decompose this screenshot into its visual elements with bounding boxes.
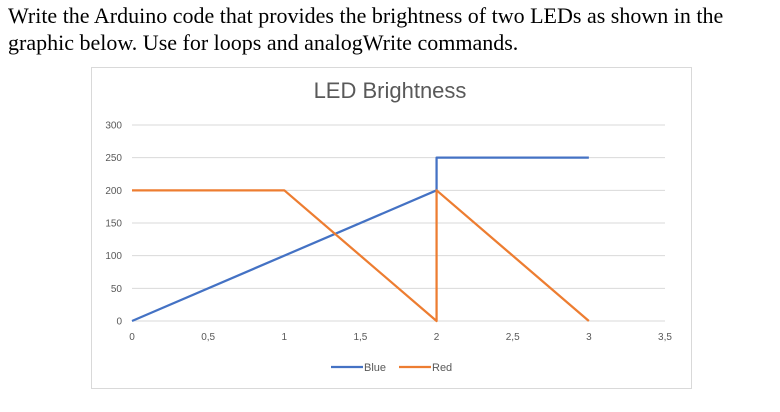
axis-tick-labels: 0 50 100 150 200 250 300 0 0,5 1 1,5 2 2,5 3 3,5: [105, 121, 672, 344]
chart-frame: [91, 67, 692, 389]
question-text: Write the Arduino code that provides the…: [8, 2, 778, 56]
y-tick-label: 150: [105, 219, 122, 230]
x-tick-label: 2: [434, 332, 440, 343]
y-tick-label: 200: [105, 186, 122, 197]
chart-legend: Blue Red: [331, 362, 452, 374]
legend-label-red: Red: [432, 362, 452, 374]
legend-label-blue: Blue: [364, 362, 386, 374]
question-line-1: Write the Arduino code that provides the…: [8, 3, 724, 28]
chart-grid: [132, 124, 665, 322]
x-tick-label: 0,5: [201, 332, 215, 343]
series-line-blue: [131, 156, 589, 323]
y-tick-label: 50: [111, 284, 123, 295]
y-tick-label: 0: [116, 317, 122, 328]
x-tick-label: 3: [586, 332, 592, 343]
chart-series: [131, 156, 590, 323]
x-tick-label: 1: [282, 332, 288, 343]
x-tick-label: 2,5: [506, 332, 520, 343]
series-line-red: [132, 189, 590, 323]
question-line-2: graphic below. Use for loops and analogW…: [8, 30, 519, 55]
y-tick-label: 100: [105, 251, 122, 262]
y-tick-label: 300: [105, 121, 122, 132]
x-tick-label: 3,5: [658, 332, 672, 343]
chart-title: LED Brightness: [313, 78, 467, 103]
x-tick-label: 0: [129, 332, 135, 343]
y-tick-label: 250: [105, 153, 122, 164]
x-tick-label: 1,5: [353, 332, 367, 343]
